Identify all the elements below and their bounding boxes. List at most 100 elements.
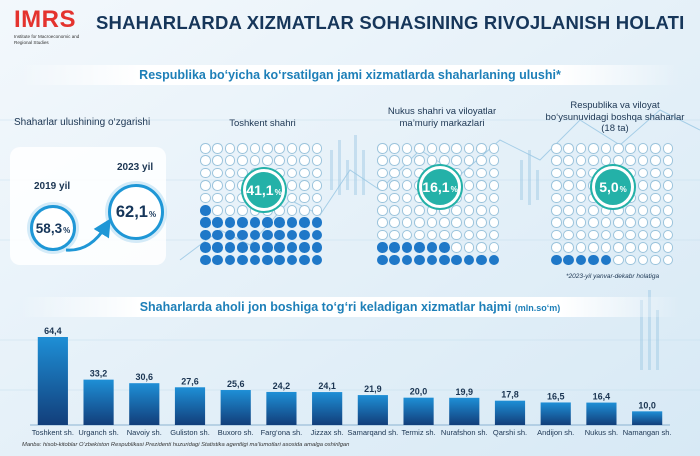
waffle-dot [563, 167, 574, 179]
waffle-dot [212, 242, 223, 253]
waffle-dot [286, 167, 298, 179]
waffle-dot [488, 143, 500, 154]
waffle-dot [463, 205, 475, 216]
waffle-dot [212, 254, 223, 266]
bar-value-label: 64,4 [44, 326, 62, 336]
footnote: *2023-yil yanvar-dekabr holatiga [566, 273, 660, 280]
waffle-dot [414, 229, 425, 241]
waffle-dot [551, 254, 562, 266]
waffle-dot [613, 155, 624, 166]
logo: IMRS Institute for Macroeconomic and Reg… [14, 8, 84, 45]
bar [266, 391, 297, 425]
waffle-dot [237, 242, 248, 253]
waffle-dot [625, 229, 636, 241]
waffle-dot [237, 205, 248, 216]
bar [403, 397, 434, 425]
year-label-2019: 2019 yil [34, 181, 71, 192]
bar-value-label: 17,8 [501, 390, 519, 400]
waffle-dot [401, 217, 413, 228]
waffle-dot [600, 242, 612, 253]
waffle-dot [389, 242, 400, 253]
waffle-dot [237, 167, 248, 179]
waffle-dot [463, 180, 475, 191]
waffle-dot [200, 167, 211, 179]
waffle-dot [299, 242, 310, 253]
waffle-dot [414, 254, 425, 266]
waffle-dot [414, 242, 425, 253]
pct-sign: % [274, 187, 282, 197]
change-title: Shaharlar ulushining o‘zgarishi [14, 117, 151, 128]
waffle-dot [476, 242, 487, 253]
waffle-dot [650, 254, 661, 266]
waffle-dot [476, 229, 487, 241]
waffle-dot [575, 217, 587, 228]
waffle-dot [488, 229, 500, 241]
waffle-dot [299, 229, 310, 241]
waffle-dot [439, 254, 450, 266]
bar-category-label: Buxoro sh. [218, 428, 254, 437]
waffle-dot [625, 155, 636, 166]
bar [540, 402, 571, 425]
waffle-dot [311, 217, 323, 228]
waffle-dot [224, 254, 236, 266]
waffle-dot [286, 192, 298, 204]
waffle-title-other-cities: Respublika va viloyat bo‘ysunuvidagi bos… [545, 100, 685, 134]
waffle-dot [224, 167, 236, 179]
waffle-dot [463, 143, 475, 154]
bar-value-label: 16,4 [593, 392, 611, 402]
waffle-dot [637, 143, 649, 154]
waffle-dot [439, 242, 450, 253]
waffle-dot [637, 242, 649, 253]
waffle-dot [637, 192, 649, 204]
bar [220, 390, 251, 425]
waffle-dot [249, 254, 261, 266]
waffle-dot [613, 229, 624, 241]
waffle-dot [299, 155, 310, 166]
waffle-dot [237, 143, 248, 154]
waffle-dot [401, 167, 413, 179]
bar [586, 402, 617, 425]
waffle-dot [488, 254, 500, 266]
waffle-dot [563, 192, 574, 204]
waffle-dot [426, 254, 438, 266]
waffle-dot [299, 143, 310, 154]
waffle-dot [563, 205, 574, 216]
waffle-dot [286, 254, 298, 266]
waffle-dot [588, 155, 599, 166]
waffle-dot [377, 217, 388, 228]
waffle-dot [575, 229, 587, 241]
waffle-dot [563, 155, 574, 166]
waffle-dot [224, 205, 236, 216]
bar [174, 387, 206, 425]
waffle-dot [625, 143, 636, 154]
waffle-dot [401, 254, 413, 266]
bar [357, 395, 388, 425]
bar-category-label: Jizzax sh. [311, 428, 344, 437]
waffle-dot [311, 192, 323, 204]
waffle-dot [286, 242, 298, 253]
waffle-dot [625, 217, 636, 228]
bar-category-label: Farg‘ona sh. [261, 428, 303, 437]
waffle-dot [650, 143, 661, 154]
waffle-dot [274, 229, 285, 241]
waffle-dot [262, 143, 273, 154]
waffle-dot [377, 229, 388, 241]
waffle-dot [476, 155, 487, 166]
waffle-dot [426, 217, 438, 228]
waffle-dot [262, 229, 273, 241]
bar-category-label: Guliston sh. [170, 428, 210, 437]
logo-mark: IMRS [14, 6, 76, 33]
waffle-dot [200, 192, 211, 204]
waffle-dot [439, 229, 450, 241]
waffle-dot [389, 229, 400, 241]
waffle-dot [551, 167, 562, 179]
waffle-dot [389, 143, 400, 154]
waffle-dot [299, 217, 310, 228]
waffle-dot [476, 167, 487, 179]
waffle-dot [401, 143, 413, 154]
share-2019-value: 58,3 [35, 220, 63, 236]
waffle-dot [274, 254, 285, 266]
source-note: Manba: hisob-kitoblar O‘zbekiston Respub… [22, 442, 350, 448]
waffle-dot [476, 143, 487, 154]
waffle-dot [600, 254, 612, 266]
